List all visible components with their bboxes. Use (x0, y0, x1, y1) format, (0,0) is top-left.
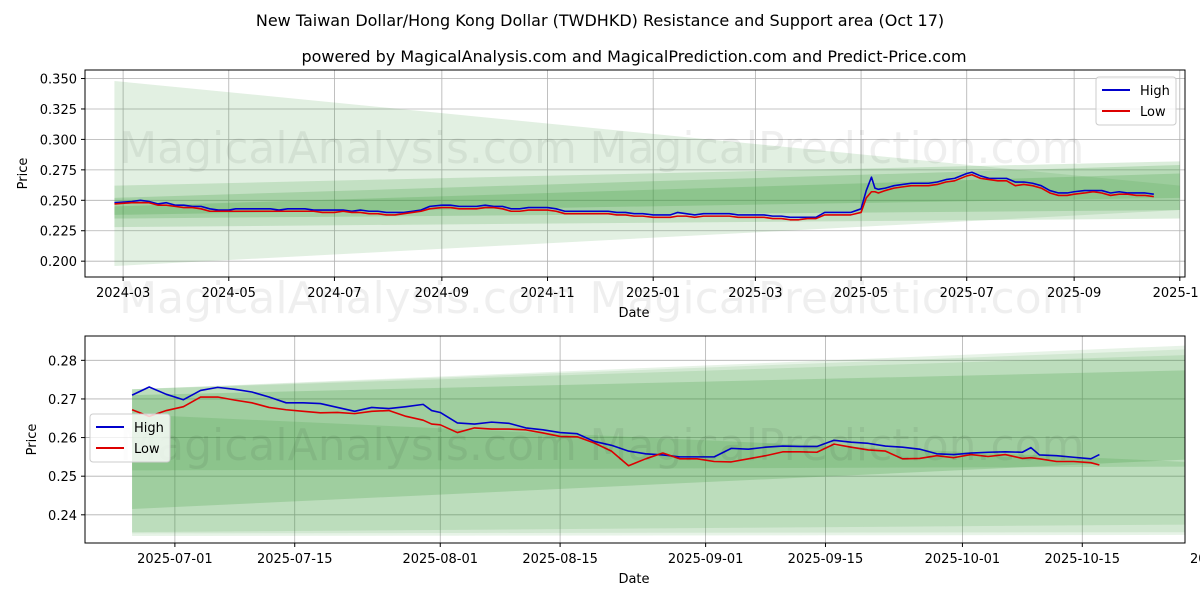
y-axis-label: Price (16, 158, 31, 190)
watermark: MagicalPrediction.com (590, 123, 1085, 174)
x-tick-label: 2025-07 (940, 286, 994, 301)
legend-label-low: Low (134, 442, 160, 457)
panel-overview: 2024-03 2024-05 2024-07 2024-09 2024-11 2025-… (16, 69, 1200, 324)
support-resistance-band (114, 164, 1180, 219)
x-tick-label: 2024-05 (202, 286, 256, 301)
legend-label-high: High (134, 421, 164, 436)
y-tick-label: 0.26 (48, 432, 77, 447)
x-tick-label: 2024-11 (520, 286, 574, 301)
x-tick-label: 2024-09 (415, 286, 469, 301)
x-tick-label: 2024-07 (307, 286, 361, 301)
x-tick-label: 2025-09-01 (668, 552, 744, 567)
plot-area (114, 80, 1180, 267)
legend: High Low (89, 413, 171, 463)
x-tick-label: 2025-05 (834, 286, 888, 301)
legend-label-low: Low (1140, 105, 1166, 120)
watermark: MagicalPrediction.com (590, 420, 1085, 471)
watermark: MagicalAnalysis.com (119, 420, 577, 471)
chart-subtitle: powered by MagicalAnalysis.com and Magic… (301, 47, 966, 66)
chart-title: New Taiwan Dollar/Hong Kong Dollar (TWDH… (256, 11, 944, 30)
x-axis-label: Date (618, 306, 649, 321)
panel-zoom: 2025-07-01 2025-07-15 2025-08-01 2025-08-15… (25, 335, 1200, 587)
x-tick-label: 2024-03 (96, 286, 150, 301)
x-tick-label: 2025-07-15 (257, 552, 333, 567)
support-resistance-band (132, 355, 1185, 533)
support-resistance-band (132, 370, 1185, 510)
y-tick-label: 0.325 (40, 103, 77, 118)
x-tick-label: 2025-09-15 (788, 552, 864, 567)
y-tick-label: 0.225 (40, 225, 77, 240)
support-resistance-band (132, 414, 1185, 471)
support-resistance-band (114, 80, 1180, 267)
legend-label-high: High (1140, 84, 1170, 99)
y-axis-label: Price (25, 424, 40, 456)
x-tick-label: 2025-08-15 (522, 552, 598, 567)
watermark: MagicalAnalysis.com (119, 273, 577, 324)
x-axis-label: Date (618, 572, 649, 587)
x-tick-label: 2025-09 (1047, 286, 1101, 301)
x-tick-label: 2025-03 (728, 286, 782, 301)
y-tick-label: 0.27 (48, 393, 77, 408)
x-tick-label: 2025-10-01 (925, 552, 1001, 567)
legend: High Low (1095, 76, 1177, 126)
y-tick-label: 0.250 (40, 194, 77, 209)
x-tick-label: 2025-07-01 (137, 552, 213, 567)
series-line-high (114, 171, 1154, 219)
y-tick-label: 0.25 (48, 470, 77, 485)
x-tick-label: 2025-08-01 (402, 552, 478, 567)
plot-area (131, 345, 1185, 537)
series-line-high (131, 386, 1100, 460)
x-tick-label: 2025-11-01 (1190, 552, 1200, 567)
series-line-low (131, 396, 1100, 467)
x-tick-label: 2025-10-15 (1044, 552, 1120, 567)
axes-frame (84, 69, 1186, 278)
x-tick-label: 2025-01 (626, 286, 680, 301)
support-resistance-band (132, 345, 1185, 537)
support-resistance-band (132, 349, 1185, 534)
y-tick-label: 0.24 (48, 509, 77, 524)
watermark: MagicalAnalysis.com (119, 123, 577, 174)
series-line-low (114, 173, 1154, 221)
support-resistance-band (114, 161, 1180, 228)
axes-frame (84, 335, 1186, 544)
watermark: MagicalPrediction.com (590, 273, 1085, 324)
y-tick-label: 0.300 (40, 133, 77, 148)
y-tick-label: 0.350 (40, 73, 77, 88)
y-tick-label: 0.200 (40, 255, 77, 270)
x-tick-label: 2025-11 (1153, 286, 1200, 301)
y-tick-label: 0.28 (48, 354, 77, 369)
y-tick-label: 0.275 (40, 164, 77, 179)
